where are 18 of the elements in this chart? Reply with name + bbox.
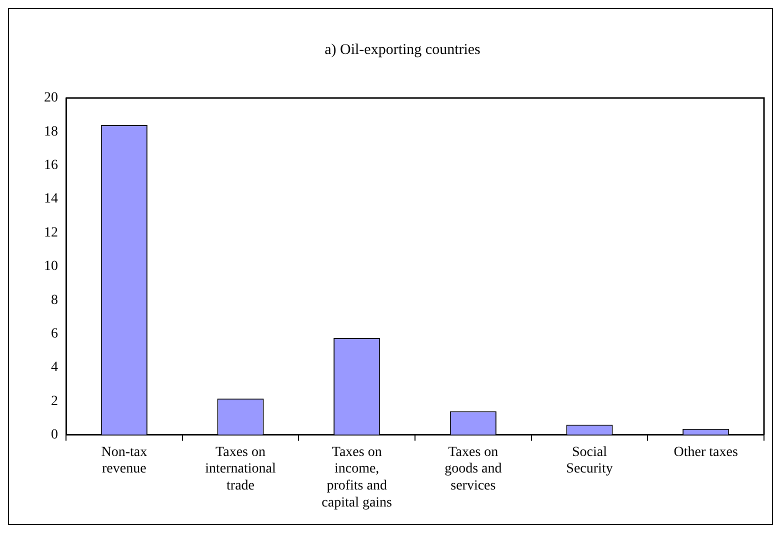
x-tick-label: Social Security <box>566 444 613 477</box>
y-tick-label: 4 <box>51 360 58 376</box>
chart-title: a) Oil-exporting countries <box>324 42 481 58</box>
y-tick-label: 10 <box>44 259 58 274</box>
y-tick-label: 8 <box>51 292 58 308</box>
y-tick-label: 6 <box>51 326 58 342</box>
y-tick-label: 18 <box>44 124 58 140</box>
x-tick-label: Taxes on income, profits and capital gains <box>322 444 392 510</box>
y-tick-label: 2 <box>51 394 58 409</box>
y-tick-label: 12 <box>44 225 58 240</box>
y-tick-label: 20 <box>44 90 58 106</box>
y-tick-label: 14 <box>44 192 58 207</box>
x-tick-label: Other taxes <box>674 444 738 460</box>
x-tick-label: Taxes on international trade <box>205 444 276 494</box>
y-tick-label: 0 <box>51 427 58 442</box>
x-tick-label: Taxes on goods and services <box>444 444 502 494</box>
x-tick-label: Non-tax revenue <box>101 444 148 477</box>
y-tick-label: 16 <box>44 158 58 174</box>
